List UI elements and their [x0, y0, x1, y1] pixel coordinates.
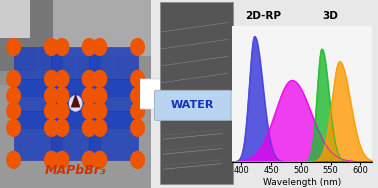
- Circle shape: [55, 119, 69, 136]
- Circle shape: [7, 151, 20, 168]
- Circle shape: [131, 119, 144, 136]
- Bar: [160, 2, 233, 90]
- Circle shape: [93, 87, 107, 104]
- Circle shape: [7, 102, 20, 119]
- Bar: [59, 0, 82, 84]
- Text: WATER: WATER: [171, 100, 214, 110]
- Circle shape: [45, 70, 58, 87]
- Bar: [98, 5, 121, 90]
- Circle shape: [131, 151, 144, 168]
- Polygon shape: [140, 60, 185, 128]
- Circle shape: [131, 87, 144, 104]
- Polygon shape: [14, 47, 62, 96]
- Bar: [0, 0, 30, 38]
- Bar: [138, 0, 160, 81]
- Circle shape: [93, 102, 107, 119]
- Circle shape: [55, 70, 69, 87]
- Circle shape: [93, 39, 107, 55]
- Circle shape: [70, 96, 82, 111]
- Circle shape: [131, 39, 144, 55]
- Circle shape: [82, 39, 96, 55]
- Polygon shape: [51, 111, 100, 160]
- Circle shape: [7, 119, 20, 136]
- Circle shape: [131, 70, 144, 87]
- Polygon shape: [71, 94, 80, 107]
- Circle shape: [45, 151, 58, 168]
- Circle shape: [7, 70, 20, 87]
- Polygon shape: [51, 47, 100, 96]
- Bar: [79, 4, 101, 89]
- Polygon shape: [51, 79, 100, 128]
- Circle shape: [7, 39, 20, 55]
- Polygon shape: [89, 47, 138, 96]
- Circle shape: [82, 87, 96, 104]
- Bar: [20, 0, 42, 80]
- Circle shape: [55, 102, 69, 119]
- Bar: [0, 0, 53, 71]
- Text: MAPbBr₃: MAPbBr₃: [45, 164, 106, 177]
- Circle shape: [93, 70, 107, 87]
- Circle shape: [45, 39, 58, 55]
- Polygon shape: [14, 79, 62, 128]
- Bar: [160, 120, 233, 184]
- Circle shape: [82, 151, 96, 168]
- Bar: [118, 2, 141, 86]
- Polygon shape: [89, 79, 138, 128]
- Circle shape: [55, 151, 69, 168]
- Bar: [53, 0, 151, 56]
- Polygon shape: [89, 111, 138, 160]
- Bar: [39, 0, 62, 80]
- Polygon shape: [14, 111, 62, 160]
- Circle shape: [45, 87, 58, 104]
- Circle shape: [82, 70, 96, 87]
- Text: 3D: 3D: [322, 11, 338, 21]
- Circle shape: [131, 102, 144, 119]
- Circle shape: [93, 151, 107, 168]
- FancyBboxPatch shape: [155, 90, 231, 120]
- Circle shape: [45, 119, 58, 136]
- Bar: [0, 0, 23, 85]
- Circle shape: [7, 87, 20, 104]
- Circle shape: [93, 119, 107, 136]
- Circle shape: [45, 102, 58, 119]
- Circle shape: [55, 87, 69, 104]
- Circle shape: [55, 39, 69, 55]
- Circle shape: [82, 119, 96, 136]
- Circle shape: [82, 102, 96, 119]
- Text: 2D-RP: 2D-RP: [245, 11, 281, 21]
- X-axis label: Wavelength (nm): Wavelength (nm): [263, 178, 342, 187]
